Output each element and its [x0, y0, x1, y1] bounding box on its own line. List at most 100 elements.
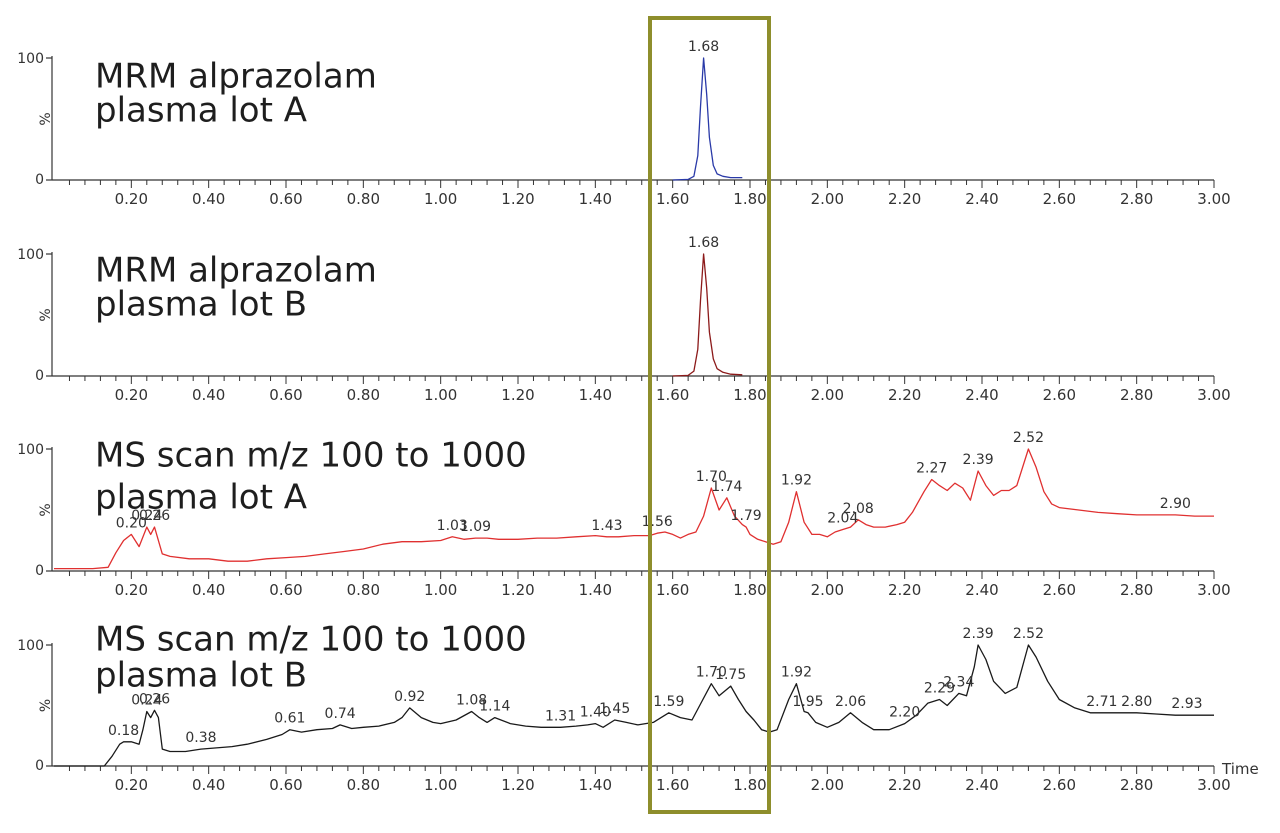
x-tick-label: 0.60	[269, 776, 302, 794]
peak-label: 1.08	[456, 693, 487, 709]
peak-label: 1.03	[437, 518, 468, 534]
peak-label: 1.70	[696, 665, 727, 681]
x-tick-label: 0.80	[347, 190, 380, 208]
x-tick-label: 2.20	[888, 386, 921, 404]
x-tick-label: 1.40	[579, 386, 612, 404]
peak-label: 1.45	[599, 701, 630, 717]
x-tick-label: 2.80	[1120, 190, 1153, 208]
peak-label: 1.31	[545, 708, 576, 724]
x-tick-label: 0.20	[115, 581, 148, 599]
x-tick-label: 0.20	[115, 386, 148, 404]
trace-line	[672, 57, 743, 181]
x-tick-label: 2.80	[1120, 386, 1153, 404]
retention-time-highlight-box	[648, 16, 771, 814]
x-tick-label: 1.20	[501, 581, 534, 599]
x-tick-label: 1.00	[424, 190, 457, 208]
peak-label: 2.39	[963, 452, 994, 468]
peak-label: 0.18	[108, 723, 139, 739]
x-tick-label: 2.00	[811, 386, 844, 404]
peak-label: 2.34	[943, 674, 974, 690]
peak-label: 1.09	[460, 519, 491, 535]
x-tick-label: 2.40	[965, 776, 998, 794]
x-tick-label: 1.60	[656, 190, 689, 208]
x-tick-label: 2.40	[965, 581, 998, 599]
peak-label: 2.27	[916, 461, 947, 477]
x-tick-label: 1.00	[424, 776, 457, 794]
x-tick-label: 2.60	[1043, 386, 1076, 404]
trace-line	[54, 644, 1214, 767]
chromatogram-panels: MRM alprazolam plasma lot A 100 0% 0.20 0.40 0…	[17, 39, 1258, 794]
x-tick-label: 0.80	[347, 581, 380, 599]
y-label-percent: %	[38, 308, 54, 321]
panel-title-line2: plasma lot B	[95, 656, 307, 696]
peak-label: 2.06	[835, 694, 866, 710]
panel-title-line2: plasma lot A	[95, 478, 307, 518]
x-tick-label: 1.60	[656, 386, 689, 404]
x-tick-label: 3.00	[1197, 776, 1230, 794]
peak-label: 2.71	[1086, 694, 1117, 710]
y-label-percent: %	[38, 112, 54, 125]
panel-title-line2: plasma lot A	[95, 91, 307, 131]
x-tick-label: 1.80	[733, 581, 766, 599]
peak-label: 1.14	[479, 699, 510, 715]
peak-label: 2.29	[924, 680, 955, 696]
panel-title-line2: plasma lot B	[95, 285, 307, 325]
x-tick-label: 0.40	[192, 386, 225, 404]
x-tick-label: 0.20	[115, 776, 148, 794]
y-label-bottom: 0	[35, 758, 44, 774]
peak-label: 0.61	[274, 711, 305, 727]
y-label-top: 100	[17, 247, 44, 263]
x-tick-label: 2.00	[811, 776, 844, 794]
peak-label: 1.43	[591, 518, 622, 534]
peak-label: 1.92	[781, 665, 812, 681]
x-tick-label: 2.60	[1043, 190, 1076, 208]
peak-label: 0.38	[185, 730, 216, 746]
peak-label: 0.26	[139, 508, 170, 524]
y-label-top: 100	[17, 442, 44, 458]
peak-label: 1.68	[688, 235, 719, 251]
y-label-bottom: 0	[35, 563, 44, 579]
x-tick-label: 2.80	[1120, 776, 1153, 794]
peak-label: 1.75	[715, 667, 746, 683]
x-tick-label: 2.20	[888, 190, 921, 208]
peak-label: 2.80	[1121, 694, 1152, 710]
peak-label: 1.56	[642, 514, 673, 530]
x-tick-label: 0.40	[192, 581, 225, 599]
x-tick-label: 1.20	[501, 776, 534, 794]
panel-title-line1: MS scan m/z 100 to 1000	[95, 620, 527, 660]
peak-label: 2.52	[1013, 626, 1044, 642]
peak-label: 0.24	[131, 693, 162, 709]
x-tick-label: 2.20	[888, 776, 921, 794]
peak-label: 2.20	[889, 705, 920, 721]
peak-label: 2.93	[1171, 696, 1202, 712]
x-tick-label: 0.20	[115, 190, 148, 208]
x-tick-label: 1.60	[656, 581, 689, 599]
peak-label: 2.04	[827, 511, 858, 527]
y-label-percent: %	[38, 503, 54, 516]
peak-label: 2.52	[1013, 430, 1044, 446]
x-tick-label: 0.40	[192, 776, 225, 794]
peak-label: 1.95	[792, 694, 823, 710]
x-tick-label: 2.40	[965, 386, 998, 404]
x-tick-label: 1.80	[733, 190, 766, 208]
panel-title-line1: MRM alprazolam	[95, 251, 377, 291]
peak-label: 0.74	[325, 706, 356, 722]
peak-label: 1.68	[688, 39, 719, 55]
peak-label: 0.26	[139, 691, 170, 707]
x-tick-label: 0.60	[269, 386, 302, 404]
x-tick-label: 0.40	[192, 190, 225, 208]
peak-label: 2.39	[963, 626, 994, 642]
x-tick-label: 1.00	[424, 581, 457, 599]
x-tick-label: 3.00	[1197, 190, 1230, 208]
y-label-top: 100	[17, 51, 44, 67]
peak-label: 1.79	[731, 508, 762, 524]
x-tick-label: 1.40	[579, 776, 612, 794]
x-tick-label: 2.00	[811, 190, 844, 208]
x-tick-label: 3.00	[1197, 386, 1230, 404]
peak-label: 2.08	[843, 501, 874, 517]
x-tick-label: 0.80	[347, 776, 380, 794]
peak-label: 1.70	[696, 469, 727, 485]
